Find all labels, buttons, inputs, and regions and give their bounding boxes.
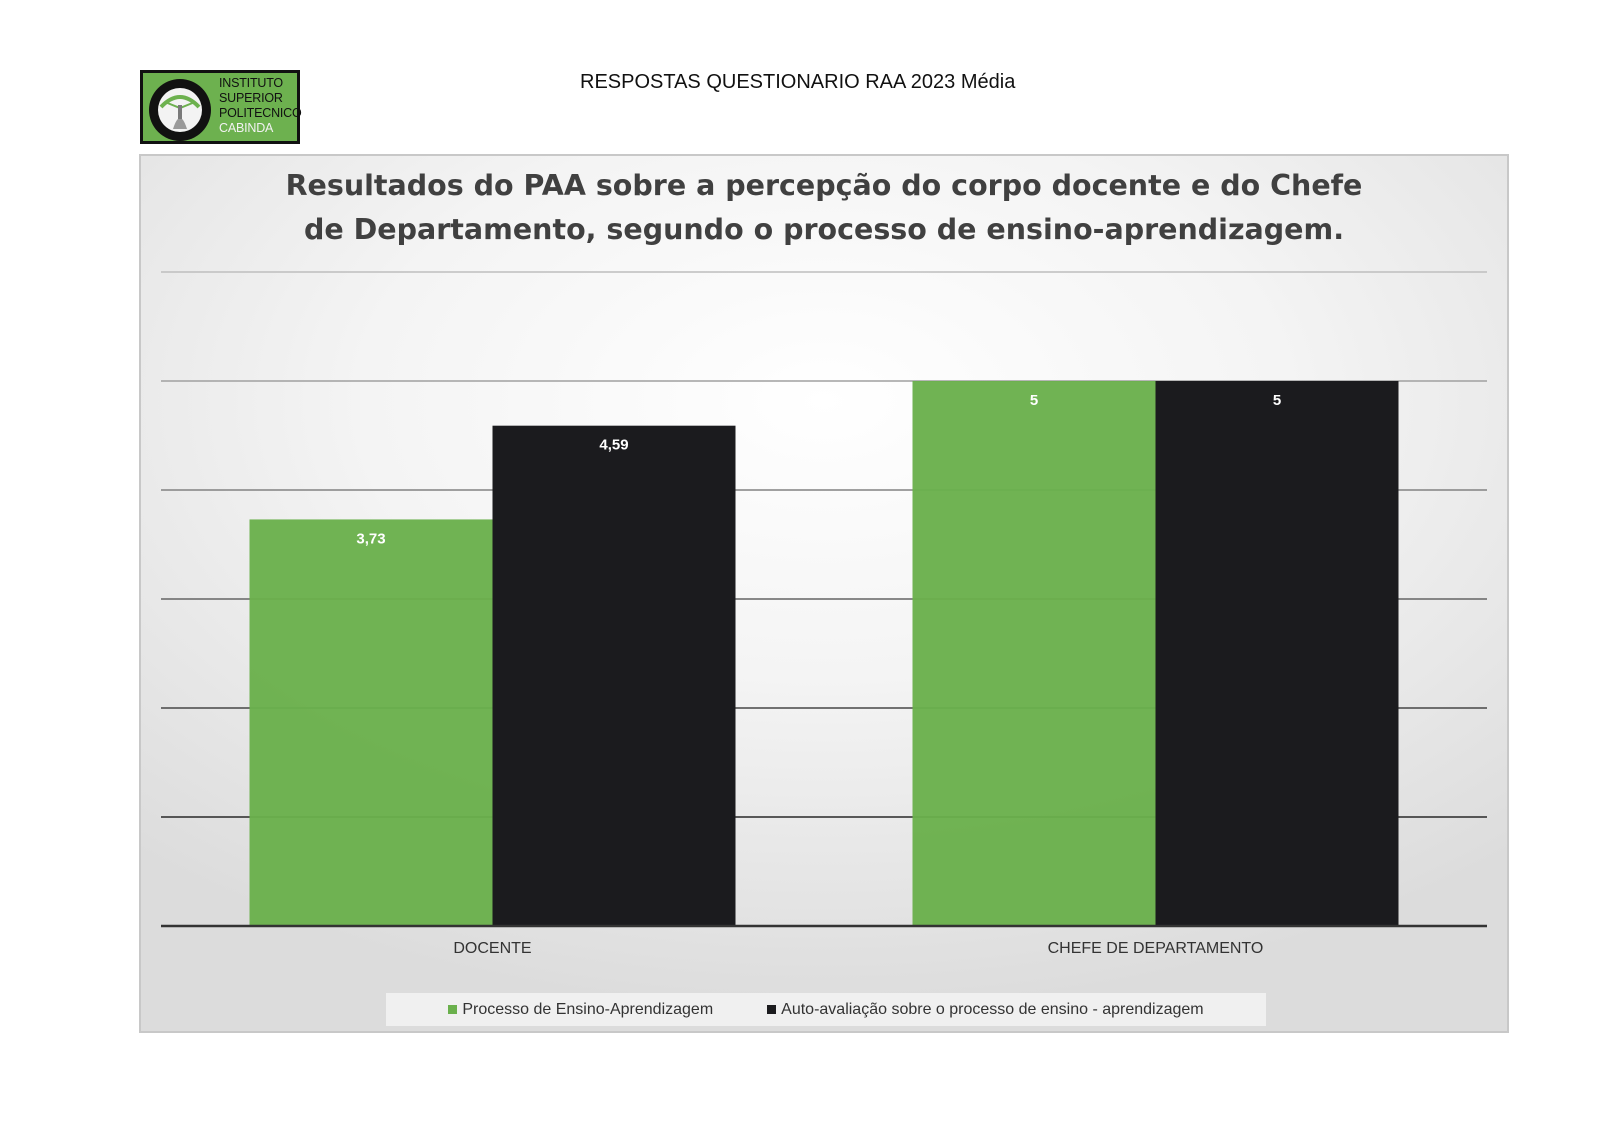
legend-label: Auto-avaliação sobre o processo de ensin…: [781, 1000, 1204, 1018]
legend-item: Processo de Ensino-Aprendizagem: [448, 1001, 713, 1019]
chart-area: Resultados do PAA sobre a percepção do c…: [139, 154, 1509, 1033]
bar: [492, 425, 736, 926]
chart-title-line: de Departamento, segundo o processo de e…: [303, 213, 1345, 246]
legend-swatch: [448, 1005, 458, 1014]
chart-title-line: Resultados do PAA sobre a percepção do c…: [285, 169, 1363, 202]
bar-data-label: 5: [1273, 392, 1281, 409]
bar-data-label: 5: [1030, 392, 1038, 409]
logo-line: SUPERIOR: [219, 91, 283, 105]
logo-line: INSTITUTO: [219, 76, 283, 90]
bar-chart-plot: 3,73 4,59 DOCENTE 5 5 CHEFE DE DEPARTAMENTO: [161, 271, 1487, 957]
institute-logo: INSTITUTO SUPERIOR POLITECNICO CABINDA: [140, 70, 302, 144]
institute-seal-icon: [149, 79, 211, 141]
bar-data-label: 3,73: [356, 530, 385, 547]
legend-swatch: [767, 1005, 777, 1014]
logo-line: POLITECNICO: [219, 106, 302, 120]
bar: [1155, 381, 1399, 926]
category-label: CHEFE DE DEPARTAMENTO: [1048, 940, 1264, 957]
chart-legend: Processo de Ensino-Aprendizagem Auto-ava…: [386, 993, 1266, 1026]
bar: [249, 519, 493, 926]
legend-item: Auto-avaliação sobre o processo de ensin…: [767, 1000, 1204, 1019]
legend-label: Processo de Ensino-Aprendizagem: [462, 1000, 714, 1018]
bar-data-label: 4,59: [599, 437, 628, 454]
category-label: DOCENTE: [453, 940, 531, 957]
logo-line: CABINDA: [219, 121, 274, 135]
chart-title: Resultados do PAA sobre a percepção do c…: [141, 164, 1507, 252]
document-header: RESPOSTAS QUESTIONARIO RAA 2023 Média: [580, 71, 1016, 93]
bar: [912, 381, 1156, 926]
